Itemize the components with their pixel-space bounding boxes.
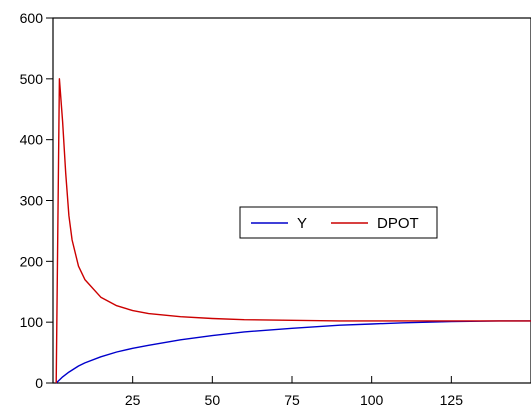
x-tick-label: 25 — [125, 392, 141, 408]
y-tick-label: 200 — [20, 253, 44, 269]
y-tick-label: 400 — [20, 132, 44, 148]
series-line-dpot — [55, 78, 531, 384]
series-layer — [55, 78, 531, 384]
y-tick-label: 600 — [20, 10, 44, 26]
x-tick-label: 75 — [284, 392, 300, 408]
y-tick-label: 0 — [35, 375, 43, 391]
legend-label-dpot: DPOT — [377, 215, 419, 232]
legend-label-y: Y — [297, 215, 307, 232]
x-axis: 25 50 75 100 125 — [125, 376, 463, 408]
series-line-y — [55, 320, 531, 384]
x-tick-label: 125 — [440, 392, 464, 408]
y-tick-label: 500 — [20, 71, 44, 87]
legend: Y DPOT — [239, 206, 438, 239]
x-tick-label: 50 — [205, 392, 221, 408]
x-tick-label: 100 — [360, 392, 384, 408]
y-tick-label: 300 — [20, 193, 44, 209]
y-axis: 0 100 200 300 400 500 600 — [20, 10, 53, 391]
y-tick-label: 100 — [20, 314, 44, 330]
